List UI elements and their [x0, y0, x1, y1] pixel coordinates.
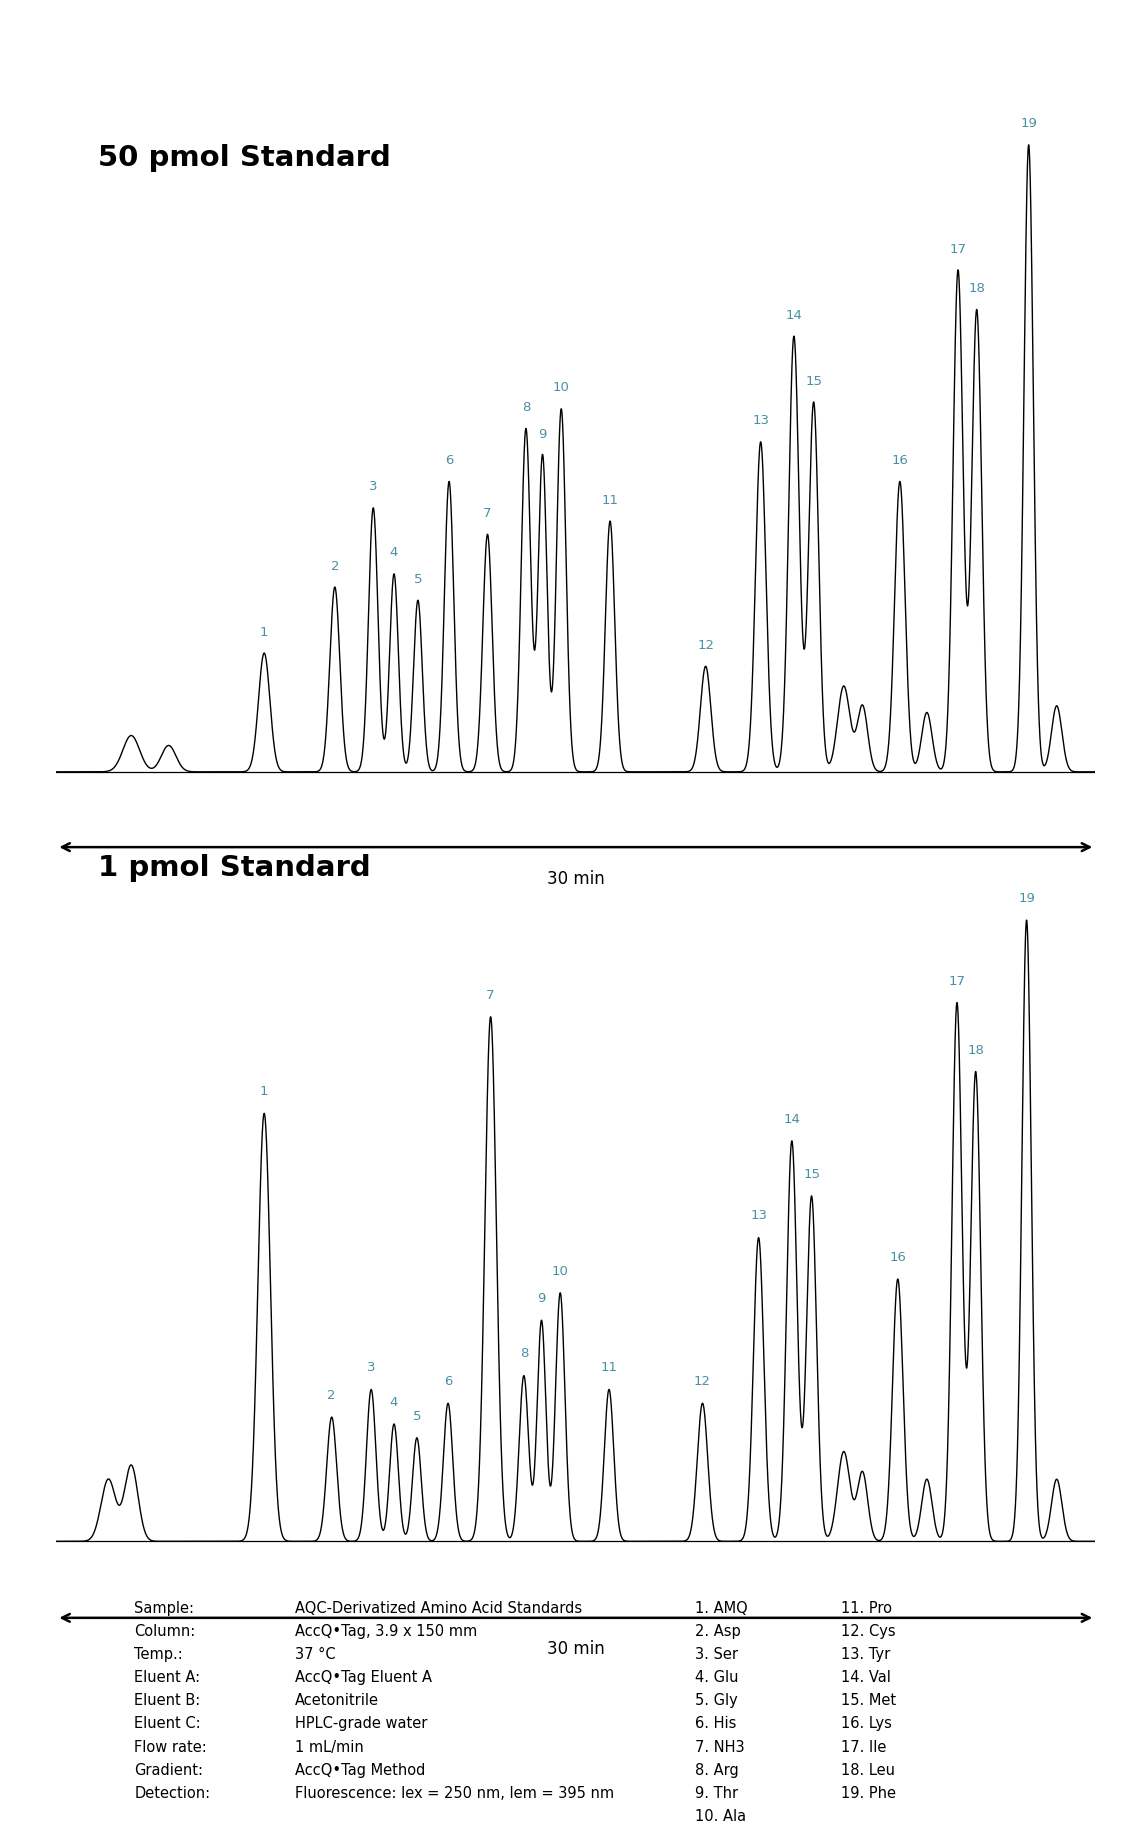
- Text: 2: 2: [331, 560, 339, 573]
- Text: 4: 4: [390, 1396, 399, 1409]
- Text: 19: 19: [1018, 892, 1035, 905]
- Text: 17. Ile: 17. Ile: [841, 1740, 886, 1754]
- Text: AccQ•Tag Method: AccQ•Tag Method: [296, 1763, 426, 1778]
- Text: 11. Pro: 11. Pro: [841, 1600, 892, 1617]
- Text: 2. Asp: 2. Asp: [695, 1624, 741, 1639]
- Text: 7. NH3: 7. NH3: [695, 1740, 745, 1754]
- Text: 16. Lys: 16. Lys: [841, 1716, 892, 1732]
- Text: Fluorescence: lex = 250 nm, lem = 395 nm: Fluorescence: lex = 250 nm, lem = 395 nm: [296, 1785, 614, 1800]
- Text: Detection:: Detection:: [134, 1785, 210, 1800]
- Text: 17: 17: [948, 974, 965, 987]
- Text: 8: 8: [519, 1347, 528, 1360]
- Text: 6. His: 6. His: [695, 1716, 736, 1732]
- Text: 1: 1: [260, 1084, 269, 1097]
- Text: Temp.:: Temp.:: [134, 1648, 183, 1663]
- Text: 10. Ala: 10. Ala: [695, 1809, 746, 1824]
- Text: 7: 7: [483, 506, 492, 519]
- Text: 15: 15: [803, 1169, 820, 1182]
- Text: Column:: Column:: [134, 1624, 195, 1639]
- Text: 4. Glu: 4. Glu: [695, 1670, 738, 1685]
- Text: 13: 13: [750, 1209, 767, 1222]
- Text: 1 mL/min: 1 mL/min: [296, 1740, 364, 1754]
- Text: 15: 15: [805, 374, 822, 387]
- Text: AQC-Derivatized Amino Acid Standards: AQC-Derivatized Amino Acid Standards: [296, 1600, 583, 1617]
- Text: 17: 17: [949, 242, 966, 255]
- Text: 2: 2: [327, 1389, 336, 1402]
- Text: 18: 18: [969, 283, 986, 295]
- Text: Flow rate:: Flow rate:: [134, 1740, 207, 1754]
- Text: 5. Gly: 5. Gly: [695, 1694, 738, 1708]
- Text: 12: 12: [697, 639, 715, 651]
- Text: 14. Val: 14. Val: [841, 1670, 891, 1685]
- Text: Eluent B:: Eluent B:: [134, 1694, 201, 1708]
- Text: 12. Cys: 12. Cys: [841, 1624, 895, 1639]
- Text: 16: 16: [890, 1251, 907, 1264]
- Text: 14: 14: [784, 1112, 800, 1127]
- Text: 12: 12: [694, 1374, 711, 1387]
- Text: 10: 10: [553, 382, 570, 395]
- Text: 11: 11: [601, 1362, 618, 1374]
- Text: 11: 11: [602, 494, 619, 506]
- Text: Gradient:: Gradient:: [134, 1763, 203, 1778]
- Text: 18: 18: [968, 1044, 984, 1057]
- Text: 15. Met: 15. Met: [841, 1694, 895, 1708]
- Text: 19. Phe: 19. Phe: [841, 1785, 895, 1800]
- Text: 30 min: 30 min: [546, 1640, 605, 1659]
- Text: 3: 3: [369, 481, 377, 494]
- Text: 1. AMQ: 1. AMQ: [695, 1600, 749, 1617]
- Text: 9: 9: [539, 428, 546, 440]
- Text: 3. Ser: 3. Ser: [695, 1648, 738, 1663]
- Text: Sample:: Sample:: [134, 1600, 194, 1617]
- Text: Eluent C:: Eluent C:: [134, 1716, 201, 1732]
- Text: 9: 9: [537, 1292, 545, 1305]
- Text: 4: 4: [390, 547, 399, 560]
- Text: 18. Leu: 18. Leu: [841, 1763, 894, 1778]
- Text: 8: 8: [522, 402, 531, 415]
- Text: 30 min: 30 min: [546, 870, 605, 888]
- Text: 1 pmol Standard: 1 pmol Standard: [98, 855, 370, 883]
- Text: 14: 14: [786, 308, 803, 321]
- Text: 8. Arg: 8. Arg: [695, 1763, 739, 1778]
- Text: 19: 19: [1021, 117, 1038, 130]
- Text: 37 °C: 37 °C: [296, 1648, 336, 1663]
- Text: 6: 6: [445, 453, 453, 466]
- Text: 5: 5: [412, 1409, 421, 1422]
- Text: 13: 13: [752, 415, 769, 428]
- Text: 5: 5: [413, 573, 422, 585]
- Text: AccQ•Tag, 3.9 x 150 mm: AccQ•Tag, 3.9 x 150 mm: [296, 1624, 478, 1639]
- Text: 7: 7: [487, 989, 495, 1002]
- Text: Eluent A:: Eluent A:: [134, 1670, 201, 1685]
- Text: 10: 10: [552, 1264, 569, 1277]
- Text: 1: 1: [260, 626, 269, 639]
- Text: 9. Thr: 9. Thr: [695, 1785, 738, 1800]
- Text: 50 pmol Standard: 50 pmol Standard: [98, 143, 391, 172]
- Text: AccQ•Tag Eluent A: AccQ•Tag Eluent A: [296, 1670, 432, 1685]
- Text: HPLC-grade water: HPLC-grade water: [296, 1716, 428, 1732]
- Text: Acetonitrile: Acetonitrile: [296, 1694, 379, 1708]
- Text: 13. Tyr: 13. Tyr: [841, 1648, 890, 1663]
- Text: 6: 6: [444, 1374, 453, 1387]
- Text: 16: 16: [892, 453, 909, 466]
- Text: 3: 3: [367, 1362, 376, 1374]
